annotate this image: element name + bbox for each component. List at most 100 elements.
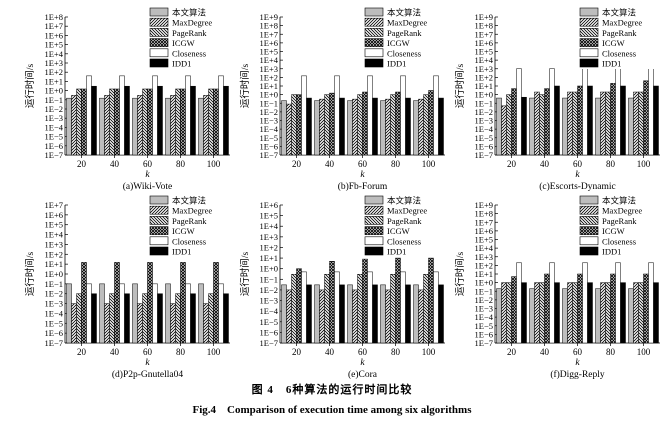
- y-tick-label: 1E+0: [45, 86, 64, 96]
- legend-algo-ours-swatch: [364, 195, 384, 205]
- bar-idd1: [157, 85, 163, 156]
- x-axis-label: k: [145, 358, 150, 368]
- y-tick-label: 1E−2: [260, 107, 279, 117]
- bar-pagerank: [291, 94, 297, 156]
- y-tick-label: 1E+4: [260, 55, 279, 65]
- y-tick-label: 1E+4: [260, 221, 279, 231]
- legend-pagerank-swatch: [364, 28, 384, 37]
- bar-closeness: [648, 262, 654, 344]
- bar-pagerank: [539, 282, 545, 344]
- bar-ours: [595, 97, 601, 156]
- bar-maxdegree: [534, 91, 540, 156]
- bar-ours: [132, 97, 138, 156]
- legend-icgw-label: ICGW: [172, 38, 195, 48]
- legend-closeness-swatch: [364, 236, 384, 246]
- legend-maxdegree-swatch: [579, 17, 599, 27]
- y-axis-label: 运行时间/s: [454, 64, 466, 109]
- y-tick-label: 1E−3: [45, 299, 64, 309]
- y-tick-label: 1E+7: [260, 29, 279, 39]
- y-tick-label: 1E+3: [45, 58, 64, 68]
- legend-icgw-swatch: [364, 38, 384, 47]
- legend-icgw-swatch: [149, 226, 169, 235]
- bar-ours: [165, 283, 171, 344]
- x-tick-label: 40: [325, 347, 335, 357]
- y-tick-label: 1E−5: [475, 133, 494, 143]
- bar-pagerank: [605, 282, 611, 344]
- bar-maxdegree: [501, 105, 507, 156]
- bar-ours: [66, 97, 72, 156]
- legend-maxdegree-label: MaxDegree: [602, 18, 642, 28]
- legend-pagerank-swatch: [579, 216, 599, 225]
- x-tick-label: 40: [325, 159, 335, 169]
- legend-pagerank-swatch: [364, 216, 384, 225]
- x-tick-label: 60: [573, 347, 583, 357]
- legend-algo-ours-label: 本文算法: [172, 8, 206, 18]
- bar-idd1: [554, 85, 560, 156]
- bar-pagerank: [423, 94, 429, 156]
- y-tick-label: 1E+8: [475, 21, 494, 31]
- bar-pagerank: [390, 94, 396, 156]
- legend-maxdegree-label: MaxDegree: [172, 206, 212, 216]
- bar-icgw: [329, 92, 335, 156]
- x-tick-label: 100: [637, 159, 651, 169]
- bar-closeness: [516, 262, 522, 344]
- bar-maxdegree: [286, 289, 292, 344]
- legend-background: [362, 6, 444, 69]
- y-tick-label: 1E−5: [260, 133, 279, 143]
- bar-closeness: [152, 75, 158, 156]
- y-tick-label: 1E+6: [45, 210, 64, 220]
- legend-idd1-swatch: [579, 58, 599, 68]
- bar-pagerank: [638, 282, 644, 344]
- y-tick-label: 1E−6: [45, 328, 64, 338]
- bar-idd1: [653, 282, 659, 344]
- bar-maxdegree: [71, 303, 77, 344]
- legend-idd1-swatch: [149, 246, 169, 256]
- y-axis-label: 运行时间/s: [239, 252, 251, 297]
- panel-title: (e)Cora: [348, 369, 378, 380]
- bar-maxdegree: [418, 289, 424, 344]
- figure-panels: 1E−71E−61E−51E−41E−31E−21E−11E+01E+11E+2…: [24, 6, 660, 380]
- bar-maxdegree: [385, 289, 391, 344]
- bar-maxdegree: [501, 282, 507, 344]
- y-tick-label: 1E+2: [45, 67, 64, 77]
- y-tick-label: 1E+6: [475, 38, 494, 48]
- bar-pagerank: [324, 273, 330, 344]
- bar-ours: [132, 283, 138, 344]
- bar-pagerank: [423, 273, 429, 344]
- bar-closeness: [615, 68, 621, 156]
- bar-pagerank: [76, 293, 82, 344]
- bar-ours: [198, 283, 204, 344]
- x-tick-label: 40: [540, 159, 550, 169]
- y-tick-label: 1E+8: [260, 21, 279, 31]
- bar-icgw: [610, 273, 616, 344]
- chart-panel-1: 1E−71E−61E−51E−41E−31E−21E−11E+01E+11E+2…: [24, 6, 230, 192]
- bar-maxdegree: [71, 95, 77, 156]
- bar-idd1: [190, 85, 196, 156]
- y-tick-label: 1E+0: [45, 269, 64, 279]
- legend-closeness-label: Closeness: [172, 48, 206, 58]
- bar-idd1: [124, 293, 130, 344]
- bar-ours: [347, 100, 353, 156]
- bar-closeness: [516, 68, 522, 156]
- bar-maxdegree: [418, 98, 424, 156]
- bar-pagerank: [390, 273, 396, 344]
- bar-idd1: [653, 85, 659, 156]
- legend-algo-ours-swatch: [149, 195, 169, 205]
- x-axis-label: k: [360, 170, 365, 180]
- bar-idd1: [620, 85, 626, 156]
- bar-icgw: [213, 262, 219, 344]
- x-tick-label: 20: [507, 159, 517, 169]
- y-axis-label: 运行时间/s: [239, 64, 251, 109]
- bar-pagerank: [539, 94, 545, 156]
- bar-icgw: [428, 90, 434, 156]
- bar-maxdegree: [104, 303, 110, 344]
- legend-maxdegree-label: MaxDegree: [602, 206, 642, 216]
- bar-maxdegree: [104, 95, 110, 156]
- legend-maxdegree-label: MaxDegree: [387, 18, 427, 28]
- x-axis-label: k: [145, 170, 150, 180]
- panel-title: (a)Wiki-Vote: [123, 181, 173, 192]
- bar-ours: [380, 284, 386, 344]
- y-tick-label: 1E−1: [45, 279, 64, 289]
- y-tick-label: 1E+2: [475, 260, 494, 270]
